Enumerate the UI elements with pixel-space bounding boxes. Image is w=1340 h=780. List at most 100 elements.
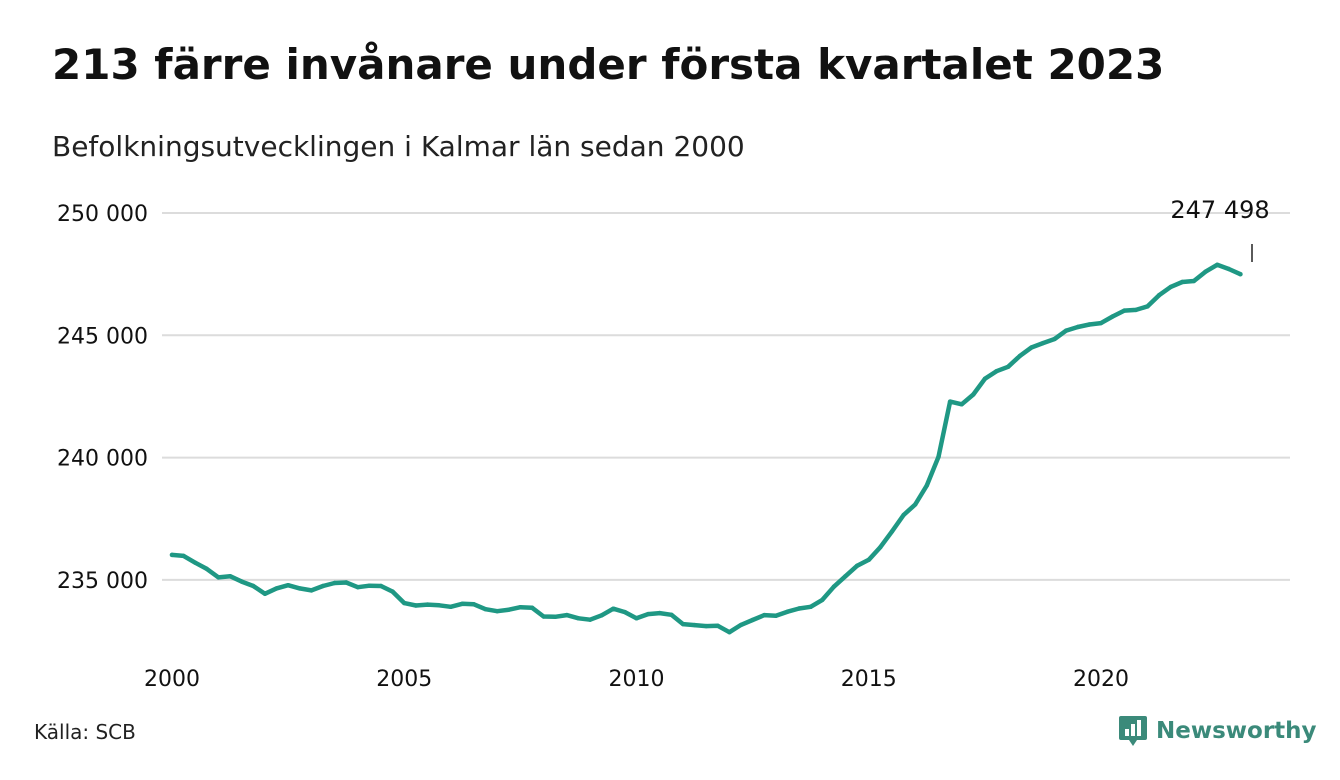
data-point (216, 575, 221, 580)
data-point (483, 607, 488, 612)
data-point (959, 402, 964, 407)
data-point (1075, 324, 1081, 330)
data-point (181, 553, 186, 559)
data-point (1017, 353, 1022, 359)
data-point (831, 584, 837, 589)
data-point (936, 454, 941, 459)
data-point (1168, 284, 1173, 290)
data-point (239, 579, 244, 584)
data-point (611, 606, 616, 611)
data-point (413, 603, 419, 608)
y-tick-label: 250 000 (57, 202, 148, 227)
x-tick-label: 2010 (609, 667, 665, 692)
brand-name: Newsworthy (1156, 718, 1317, 744)
data-point (1098, 320, 1104, 326)
data-point (436, 603, 442, 608)
data-point (297, 586, 302, 591)
data-point (587, 617, 593, 622)
data-point (982, 376, 988, 381)
annotation-label: 247 498 (1170, 196, 1269, 224)
newsworthy-logo-icon (1119, 716, 1147, 746)
data-point (669, 612, 674, 617)
data-point (1203, 269, 1208, 274)
data-point (1122, 308, 1127, 313)
data-point (1156, 293, 1162, 298)
data-point (193, 560, 198, 565)
data-point (1110, 314, 1115, 319)
data-point (1029, 345, 1034, 350)
data-point (262, 591, 268, 596)
chart-subtitle: Befolkningsutvecklingen i Kalmar län sed… (52, 130, 745, 163)
data-point (715, 623, 720, 628)
data-point (680, 621, 686, 627)
data-point (495, 609, 500, 614)
annotation: 247 498 (1170, 196, 1270, 262)
data-point (1040, 340, 1046, 346)
data-point (529, 605, 535, 610)
data-point (901, 512, 906, 518)
data-point (553, 614, 558, 619)
data-point (1180, 279, 1185, 285)
data-point (227, 574, 233, 579)
data-point (1052, 336, 1057, 342)
data-point (471, 602, 477, 607)
data-point (1215, 262, 1220, 267)
data-point (367, 583, 372, 588)
source-note: Källa: SCB (34, 720, 136, 744)
data-point (913, 502, 918, 507)
data-point (866, 557, 871, 562)
data-point (773, 613, 779, 618)
data-point (1238, 272, 1243, 277)
data-point (390, 589, 395, 594)
data-point (378, 583, 384, 589)
data-point (541, 614, 546, 619)
brand-logo: Newsworthy (1118, 714, 1317, 748)
data-point (622, 609, 628, 615)
data-point (727, 630, 732, 635)
chart-title: 213 färre invånare under första kvartale… (52, 40, 1165, 89)
data-point (425, 602, 430, 607)
x-tick-label: 2020 (1073, 667, 1129, 692)
data-point (738, 622, 744, 628)
data-point (762, 612, 767, 618)
data-point (332, 580, 337, 586)
data-point (808, 604, 813, 609)
data-point (704, 623, 709, 629)
data-point (855, 563, 860, 568)
data-point (320, 583, 326, 589)
data-point (994, 369, 999, 374)
data-point (924, 483, 929, 488)
data-point (820, 597, 825, 603)
data-point (518, 605, 523, 610)
data-point (344, 580, 349, 585)
data-point (1145, 304, 1150, 309)
data-point (692, 622, 697, 628)
data-point (1064, 328, 1069, 333)
data-point (1133, 307, 1139, 313)
data-point (599, 613, 604, 618)
data-point (785, 609, 790, 614)
data-point (576, 616, 581, 621)
data-point (634, 616, 639, 621)
data-point (402, 600, 407, 606)
y-tick-label: 235 000 (57, 569, 148, 594)
y-axis-ticks: 235 000 240 000 245 000 250 000 (57, 202, 148, 594)
gridlines (162, 212, 1290, 581)
data-point (448, 604, 453, 609)
data-point (251, 583, 256, 589)
y-tick-label: 240 000 (57, 447, 148, 472)
data-point (1005, 364, 1011, 369)
data-point (274, 586, 279, 591)
data-point (169, 552, 175, 558)
data-point (657, 610, 662, 616)
data-point (564, 612, 569, 618)
data-point (645, 611, 651, 617)
x-tick-label: 2015 (841, 667, 897, 692)
data-point (947, 399, 953, 404)
x-tick-label: 2000 (144, 667, 200, 692)
data-point (889, 529, 895, 534)
data-point (355, 585, 360, 590)
data-point (204, 566, 209, 572)
x-tick-label: 2005 (376, 667, 432, 692)
